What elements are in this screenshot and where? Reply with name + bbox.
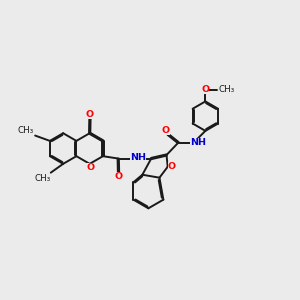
Text: CH₃: CH₃ [218,85,235,94]
Text: O: O [86,110,94,119]
Text: CH₃: CH₃ [34,174,51,183]
Text: NH: NH [190,137,206,147]
Text: O: O [168,162,176,171]
Text: O: O [86,163,94,172]
Text: O: O [201,85,209,94]
Text: CH₃: CH₃ [18,126,34,135]
Text: O: O [162,126,170,135]
Text: NH: NH [130,154,146,163]
Text: O: O [115,172,123,181]
